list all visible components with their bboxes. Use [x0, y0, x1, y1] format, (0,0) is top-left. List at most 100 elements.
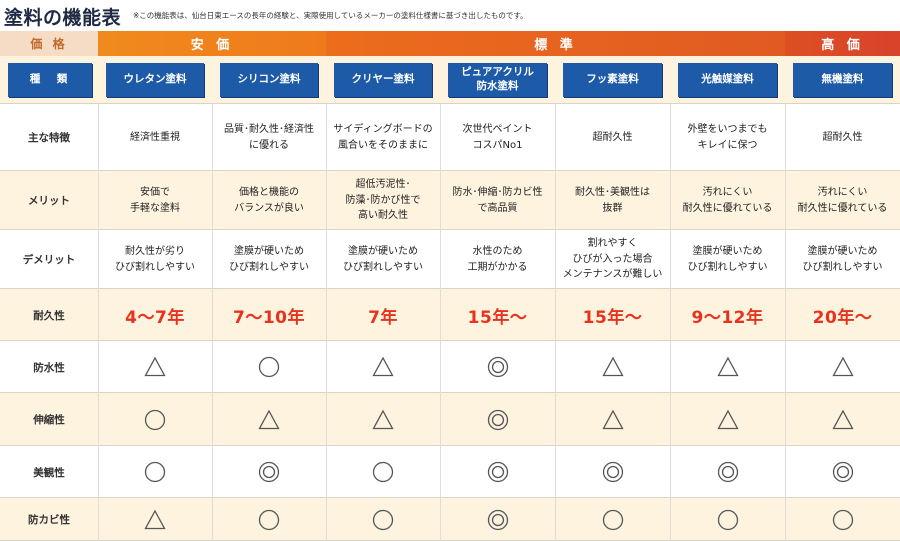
cell-demerit: 耐久性が劣り ひび割れしやすい	[98, 230, 212, 289]
cell-merit: 安価で 手軽な塗料	[98, 171, 212, 230]
cell-appearance	[670, 446, 785, 498]
double-circle-icon	[487, 356, 509, 378]
merit-text: 汚れにくい 耐久性に優れている	[682, 187, 773, 214]
durability-value: 15年～	[582, 307, 643, 328]
cell-elasticity	[326, 393, 440, 446]
durability-value: 7～10年	[233, 307, 305, 328]
double-circle-icon	[487, 409, 509, 431]
header: 塗料の機能表 ※この機能表は、仙台日東エースの長年の経験と、実際使用しているメー…	[0, 0, 900, 30]
circle-icon	[144, 409, 166, 431]
cell-antimold	[785, 498, 900, 541]
cell-antimold	[440, 498, 555, 541]
cell-demerit: 水性のため 工期がかかる	[440, 230, 555, 289]
merit-text: 超低汚泥性･ 防藻･防かび性で 高い耐久性	[345, 179, 421, 222]
double-circle-icon	[717, 461, 739, 483]
triangle-icon	[831, 409, 854, 431]
demerit-text: 水性のため 工期がかかる	[467, 246, 528, 273]
cell-appearance	[440, 446, 555, 498]
triangle-icon	[716, 409, 739, 431]
triangle-icon	[144, 356, 166, 378]
paint-type-3: クリヤー塗料	[334, 63, 432, 97]
merit-text: 汚れにくい 耐久性に優れている	[797, 187, 888, 214]
cell-appearance	[212, 446, 326, 498]
circle-icon	[832, 509, 854, 531]
cell-durability: 9～12年	[670, 289, 785, 341]
cell-antimold	[98, 498, 212, 541]
circle-icon	[372, 461, 394, 483]
cell-elasticity	[440, 393, 555, 446]
row-bg-durability	[0, 289, 900, 341]
cell-elasticity	[98, 393, 212, 446]
cell-demerit: 塗膜が硬いため ひび割れしやすい	[785, 230, 900, 289]
triangle-icon	[144, 509, 166, 531]
row-divider	[0, 445, 900, 446]
feature-text: 超耐久性	[822, 131, 863, 143]
cell-elasticity	[212, 393, 326, 446]
triangle-icon	[258, 409, 280, 431]
triangle-icon	[601, 356, 624, 378]
price-band-standard: 標 準	[326, 31, 785, 56]
paint-type-5: フッ素塗料	[563, 63, 662, 97]
cell-feature: 超耐久性	[555, 104, 670, 171]
triangle-icon	[831, 356, 854, 378]
row-label-merit: メリット	[28, 195, 70, 207]
row-label-feature: 主な特徴	[28, 132, 70, 144]
cell-durability: 7年	[326, 289, 440, 341]
page-title: 塗料の機能表	[4, 7, 122, 29]
row-label-appearance: 美観性	[33, 466, 65, 479]
cell-elasticity	[555, 393, 670, 446]
double-circle-icon	[602, 461, 624, 483]
cell-merit: 防水･伸縮･防カビ性 で高品質	[440, 171, 555, 230]
row-bg-feature	[0, 104, 900, 171]
durability-value: 15年～	[467, 307, 528, 328]
cell-durability: 4～7年	[98, 289, 212, 341]
row-label-waterproof: 防水性	[33, 361, 65, 374]
double-circle-icon	[487, 461, 509, 483]
cell-demerit: 塗膜が硬いため ひび割れしやすい	[212, 230, 326, 289]
header-note: ※この機能表は、仙台日東エースの長年の経験と、実際使用しているメーカーの塗料仕様…	[133, 11, 528, 20]
row-label-elasticity: 伸縮性	[33, 414, 65, 426]
triangle-icon	[601, 409, 624, 431]
paint-type-7: 無機塗料	[793, 63, 892, 97]
circle-icon	[258, 356, 280, 378]
merit-text: 防水･伸縮･防カビ性 で高品質	[452, 187, 543, 214]
paint-type-6: 光触媒塗料	[678, 63, 777, 97]
circle-icon	[717, 509, 739, 531]
cell-feature: サイディングボードの 風合いをそのままに	[326, 104, 440, 171]
row-bg-demerit	[0, 230, 900, 289]
row-label-antimold: 防カビ性	[28, 514, 70, 526]
paint-function-table: NITTO ACE 価 格安 価標 準高 価種 類主な特徴メリットデメリット耐久…	[0, 31, 900, 541]
cell-appearance	[98, 446, 212, 498]
cell-demerit: 塗膜が硬いため ひび割れしやすい	[326, 230, 440, 289]
cell-appearance	[785, 446, 900, 498]
durability-value: 20年～	[812, 307, 873, 328]
durability-value: 7年	[368, 307, 398, 328]
row-bg-appearance	[0, 446, 900, 498]
cell-waterproof	[670, 341, 785, 393]
row-bg-merit	[0, 171, 900, 230]
demerit-text: 割れやすく ひびが入った場合 メンテナンスが難しい	[562, 238, 663, 281]
demerit-text: 塗膜が硬いため ひび割れしやすい	[229, 246, 309, 273]
cell-merit: 超低汚泥性･ 防藻･防かび性で 高い耐久性	[326, 171, 440, 230]
cell-antimold	[670, 498, 785, 541]
row-label-demerit: デメリット	[22, 254, 76, 266]
cell-waterproof	[326, 341, 440, 393]
demerit-text: 塗膜が硬いため ひび割れしやすい	[343, 246, 423, 273]
circle-icon	[258, 509, 280, 531]
merit-text: 耐久性･美観性は 抜群	[575, 187, 650, 214]
column-divider	[785, 104, 786, 541]
cell-durability: 15年～	[555, 289, 670, 341]
demerit-text: 塗膜が硬いため ひび割れしやすい	[687, 246, 768, 273]
cell-waterproof	[785, 341, 900, 393]
column-divider	[212, 104, 213, 541]
cell-feature: 次世代ペイント コスパNo1	[440, 104, 555, 171]
paint-type-1: ウレタン塗料	[106, 63, 204, 97]
cell-appearance	[326, 446, 440, 498]
paint-type-4: ピュアアクリル 防水塗料	[448, 63, 547, 97]
double-circle-icon	[258, 461, 280, 483]
cell-feature: 品質･耐久性･経済性 に優れる	[212, 104, 326, 171]
cell-feature: 経済性重視	[98, 104, 212, 171]
paint-type-2: シリコン塗料	[220, 63, 318, 97]
row-label-durability: 耐久性	[33, 309, 65, 322]
feature-text: 超耐久性	[592, 131, 633, 143]
